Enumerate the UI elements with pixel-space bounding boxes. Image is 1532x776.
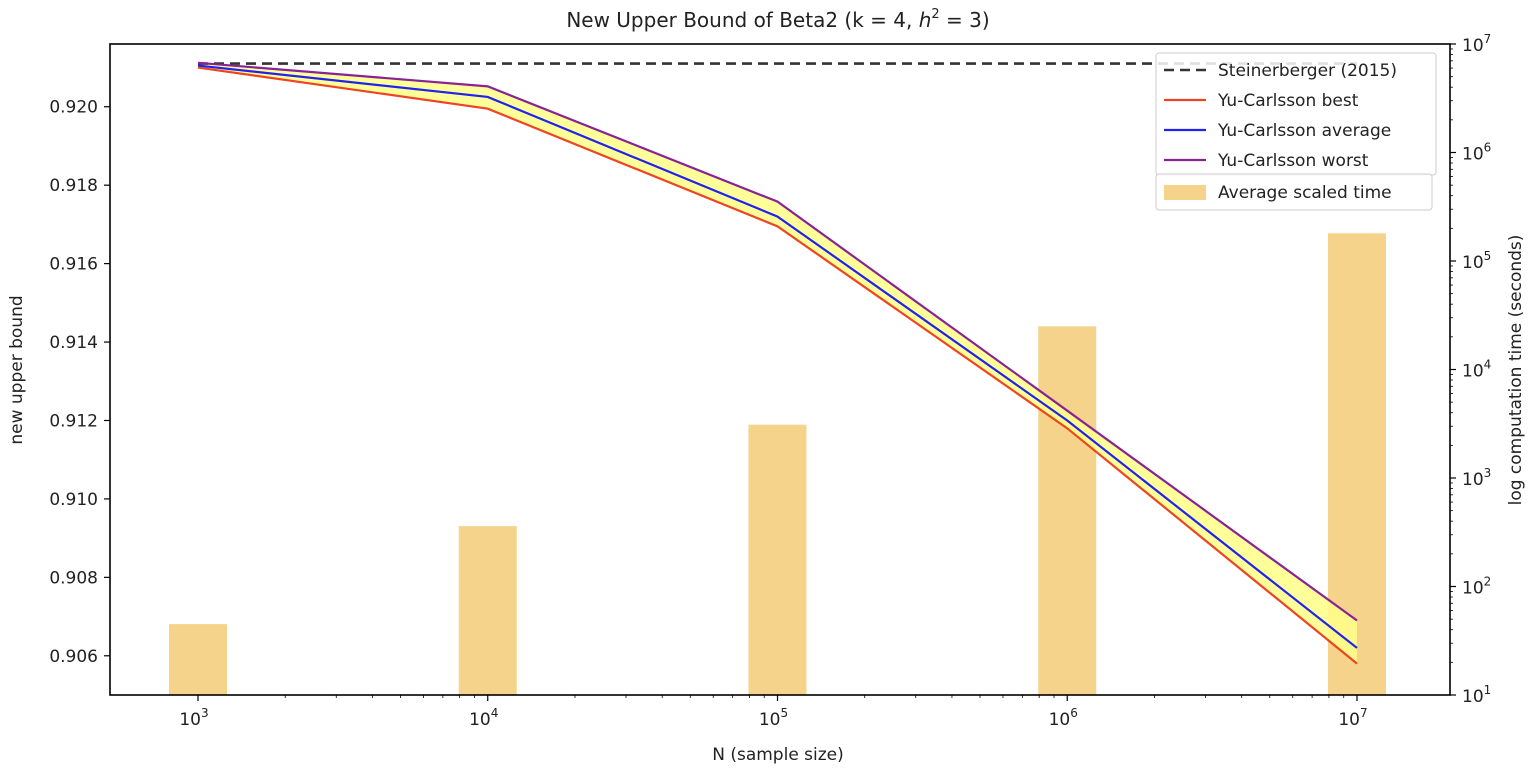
y2-tick-label: 106 xyxy=(1462,141,1491,165)
bars-layer xyxy=(169,233,1386,696)
y2-tick-label: 107 xyxy=(1462,32,1491,56)
y-tick-label: 0.918 xyxy=(49,176,98,196)
chart-title-suffix: = 3) xyxy=(940,8,990,32)
y-tick-label: 0.906 xyxy=(49,647,98,667)
y-axis-right: 101 102 103 104 105 106 107 xyxy=(1450,32,1491,707)
chart-title-superscript: 2 xyxy=(931,7,939,22)
legend-label: Average scaled time xyxy=(1218,183,1392,203)
x-tick-label: 103 xyxy=(179,706,208,730)
y2-tick-label: 102 xyxy=(1462,575,1491,599)
y2-tick-label: 101 xyxy=(1462,683,1491,707)
y-tick-label: 0.914 xyxy=(49,333,98,353)
y-tick-label: 0.912 xyxy=(49,411,98,431)
y2-tick-label: 105 xyxy=(1462,249,1491,273)
legend: Steinerberger (2015) Yu-Carlsson best Yu-C… xyxy=(1155,52,1437,211)
legend-label: Steinerberger (2015) xyxy=(1218,61,1397,81)
legend-swatch xyxy=(1164,185,1206,200)
chart-title-italic: h xyxy=(919,8,932,32)
x-tick-label: 105 xyxy=(759,706,788,730)
legend-label: Yu-Carlsson average xyxy=(1217,121,1391,141)
series-line-yu-carlsson-worst xyxy=(197,61,1358,622)
y2-tick-label: 103 xyxy=(1462,466,1491,490)
y2-axis-label: log computation time (seconds) xyxy=(1506,235,1526,506)
x-axis: 103 104 105 106 107 xyxy=(179,695,1368,730)
x-axis-label: N (sample size) xyxy=(712,745,844,765)
time-bar xyxy=(458,526,517,695)
series-line-yu-carlsson-average xyxy=(197,64,1358,649)
time-bar xyxy=(169,624,227,695)
series-line-yu-carlsson-best xyxy=(197,66,1358,665)
x-tick-label: 106 xyxy=(1049,706,1078,730)
x-tick-label: 107 xyxy=(1338,706,1367,730)
y-tick-label: 0.916 xyxy=(49,255,98,275)
y2-tick-label: 104 xyxy=(1462,358,1491,382)
chart-title: New Upper Bound of Beta2 (k = 4, h2 = 3) xyxy=(566,7,989,32)
y-axis-label: new upper bound xyxy=(7,295,27,444)
y-tick-label: 0.910 xyxy=(49,490,98,510)
time-bar xyxy=(1038,326,1097,695)
y-axis-left: 0.906 0.908 0.910 0.912 0.914 0.916 0.918 0.920 xyxy=(49,98,110,667)
time-bar xyxy=(748,424,807,695)
y-tick-label: 0.908 xyxy=(49,568,98,588)
x-tick-label: 104 xyxy=(469,706,498,730)
legend-box-bars xyxy=(1155,173,1433,211)
chart-title-prefix: New Upper Bound of Beta2 (k = 4, xyxy=(566,8,918,32)
y-tick-label: 0.920 xyxy=(49,98,98,118)
legend-label: Yu-Carlsson best xyxy=(1217,91,1359,111)
legend-label: Yu-Carlsson worst xyxy=(1217,151,1369,171)
